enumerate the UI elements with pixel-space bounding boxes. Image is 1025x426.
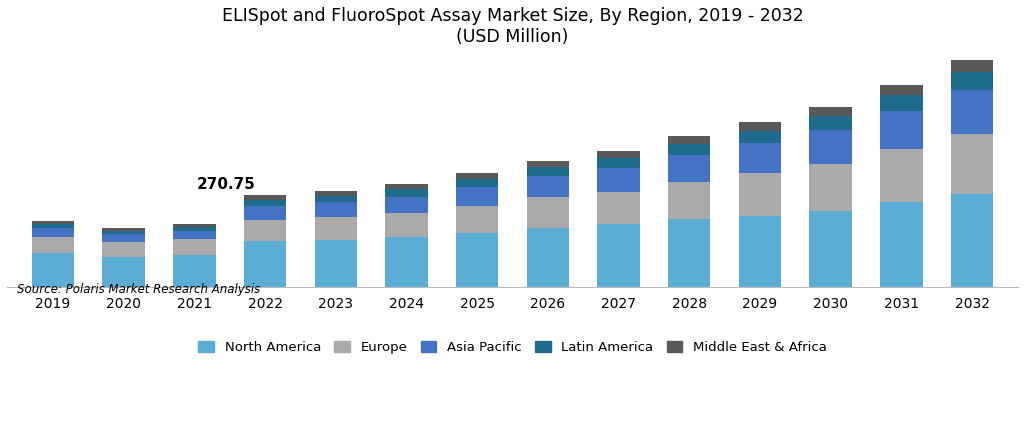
Bar xyxy=(315,239,357,287)
Bar xyxy=(32,253,74,287)
Bar xyxy=(598,192,640,224)
Bar xyxy=(810,130,852,164)
Bar xyxy=(951,72,993,90)
Bar xyxy=(102,242,145,256)
Bar xyxy=(527,161,569,167)
Bar xyxy=(527,176,569,197)
Bar xyxy=(315,217,357,239)
Bar xyxy=(456,173,498,179)
Bar xyxy=(32,222,74,224)
Bar xyxy=(456,206,498,233)
Bar xyxy=(668,155,710,181)
Bar xyxy=(668,144,710,155)
Bar xyxy=(951,134,993,193)
Bar xyxy=(32,224,74,228)
Bar xyxy=(102,256,145,287)
Bar xyxy=(527,227,569,287)
Bar xyxy=(739,122,781,130)
Bar xyxy=(173,239,215,255)
Bar xyxy=(598,158,640,168)
Bar xyxy=(244,220,286,241)
Bar xyxy=(244,200,286,206)
Title: ELISpot and FluoroSpot Assay Market Size, By Region, 2019 - 2032
(USD Million): ELISpot and FluoroSpot Assay Market Size… xyxy=(221,7,804,46)
Bar xyxy=(385,190,427,197)
Bar xyxy=(598,168,640,192)
Bar xyxy=(244,206,286,220)
Bar xyxy=(315,191,357,196)
Bar xyxy=(456,179,498,187)
Bar xyxy=(880,111,922,149)
Bar xyxy=(244,241,286,287)
Bar xyxy=(880,202,922,287)
Bar xyxy=(880,149,922,202)
Bar xyxy=(173,255,215,287)
Bar xyxy=(102,231,145,234)
Bar xyxy=(102,234,145,242)
Bar xyxy=(810,210,852,287)
Bar xyxy=(32,228,74,237)
Bar xyxy=(32,237,74,253)
Text: 270.75: 270.75 xyxy=(197,177,255,192)
Bar xyxy=(315,196,357,202)
Bar xyxy=(810,116,852,130)
Bar xyxy=(951,90,993,134)
Bar xyxy=(173,231,215,239)
Bar xyxy=(385,237,427,287)
Bar xyxy=(598,224,640,287)
Bar xyxy=(456,187,498,206)
Bar xyxy=(385,197,427,213)
Bar xyxy=(810,107,852,116)
Legend: North America, Europe, Asia Pacific, Latin America, Middle East & Africa: North America, Europe, Asia Pacific, Lat… xyxy=(193,336,832,359)
Bar xyxy=(244,195,286,200)
Bar xyxy=(951,193,993,287)
Bar xyxy=(810,164,852,210)
Bar xyxy=(527,167,569,176)
Bar xyxy=(456,233,498,287)
Bar xyxy=(315,202,357,217)
Text: Source: Polaris Market Research Analysis: Source: Polaris Market Research Analysis xyxy=(17,283,260,296)
Bar xyxy=(739,130,781,143)
Bar xyxy=(598,151,640,158)
Bar xyxy=(527,197,569,227)
Bar xyxy=(668,219,710,287)
Bar xyxy=(668,136,710,144)
Bar xyxy=(880,85,922,95)
Bar xyxy=(739,216,781,287)
Bar xyxy=(739,173,781,216)
Bar xyxy=(173,224,215,227)
Bar xyxy=(173,227,215,231)
Bar xyxy=(880,95,922,111)
Bar xyxy=(102,228,145,231)
Bar xyxy=(668,181,710,219)
Bar xyxy=(385,213,427,237)
Bar xyxy=(385,184,427,190)
Bar xyxy=(951,60,993,72)
Bar xyxy=(739,143,781,173)
